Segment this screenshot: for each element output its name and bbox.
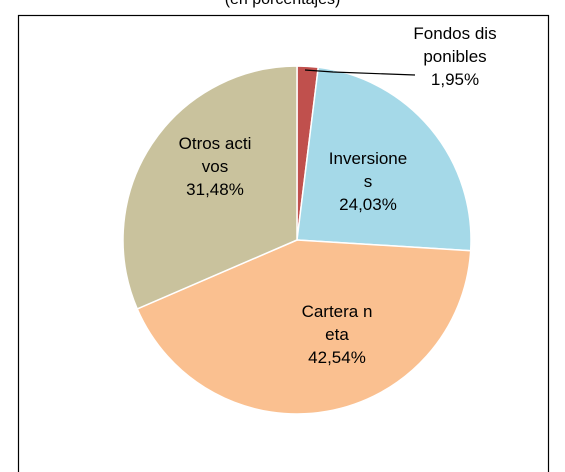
pie-slice [296, 66, 472, 252]
chart-frame [17, 14, 550, 472]
chart-subtitle: (en porcentajes) [0, 0, 565, 9]
category-label: Cartera neta [301, 302, 373, 344]
value-label: 24,03% [339, 195, 397, 214]
value-label: 1,95% [430, 70, 480, 89]
pie-slice [122, 65, 298, 310]
pie-slice [136, 239, 472, 415]
value-label: 31,48% [186, 180, 244, 199]
data-label: Inversiones 24,03% [326, 147, 410, 216]
data-label: Otros activos 31,48% [175, 132, 255, 201]
value-label: 42,54% [308, 348, 366, 367]
category-label: Otros activos [178, 134, 252, 176]
leader-line [304, 69, 416, 76]
data-label: Cartera neta 42,54% [297, 300, 377, 369]
data-label: Fondos disponibles 1,95% [413, 22, 497, 91]
category-label: Fondos disponibles [413, 24, 497, 66]
category-label: Inversiones [328, 149, 408, 191]
